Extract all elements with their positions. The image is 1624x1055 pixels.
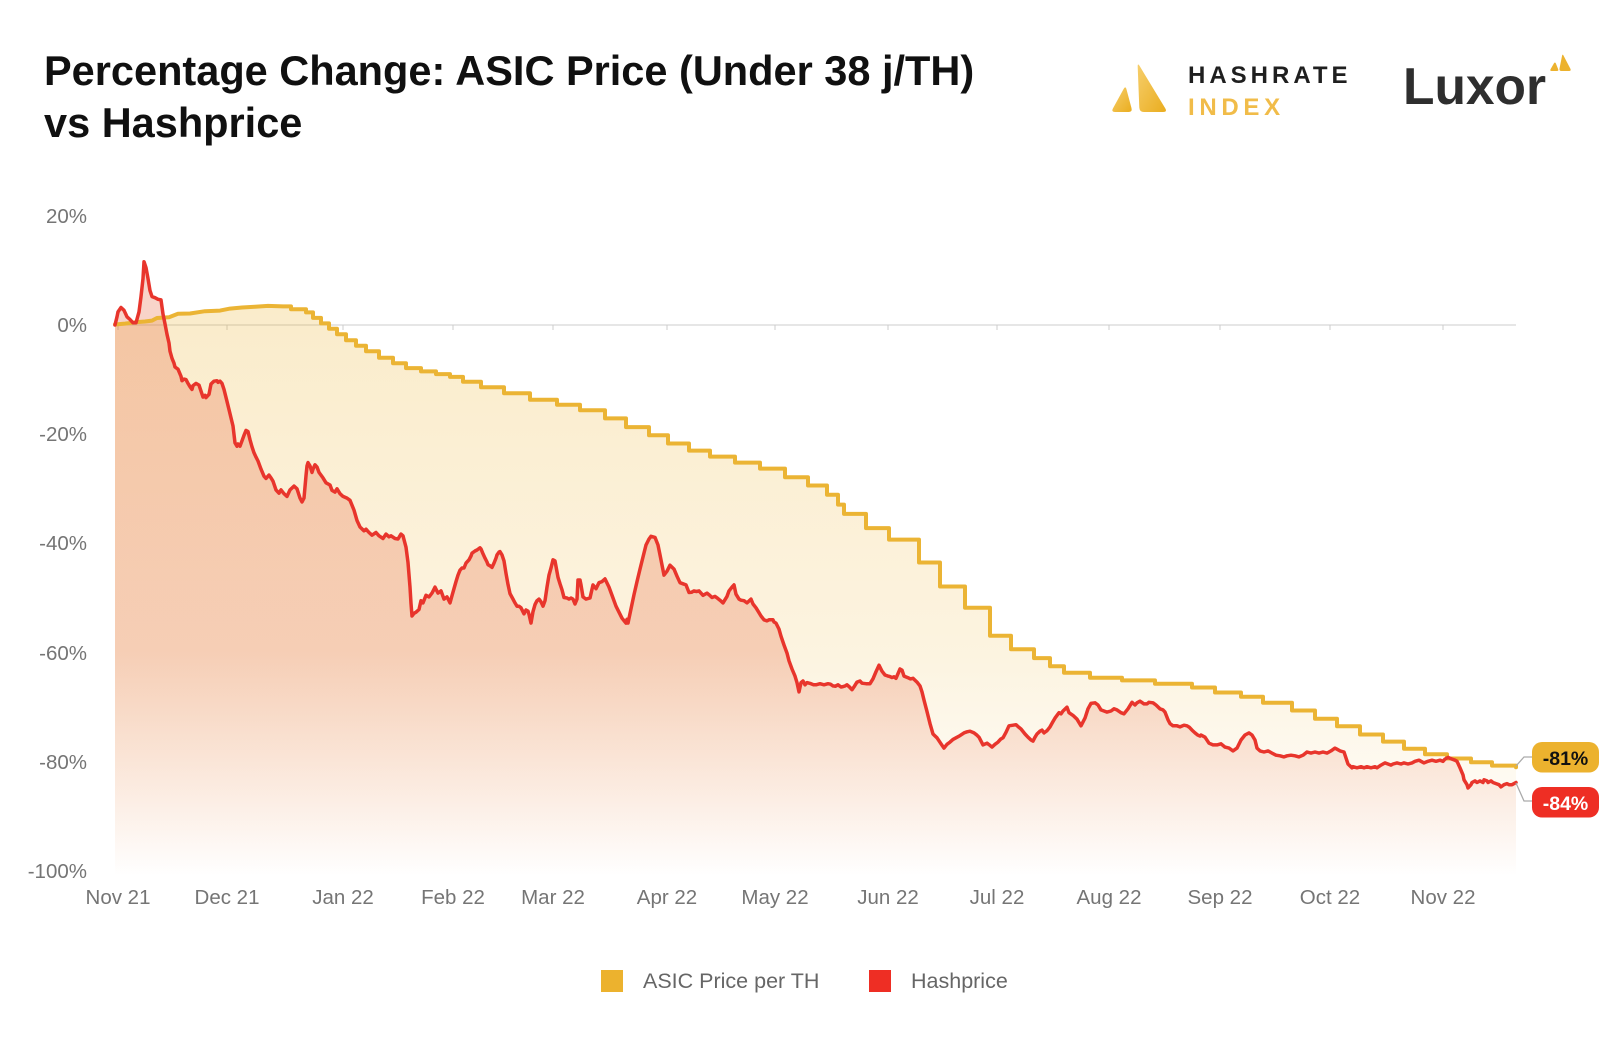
svg-text:-40%: -40% [39, 532, 87, 555]
svg-text:-80%: -80% [39, 751, 87, 774]
svg-text:HASHRATE: HASHRATE [1188, 62, 1352, 89]
svg-text:ASIC Price per TH: ASIC Price per TH [643, 969, 819, 993]
svg-text:-81%: -81% [1543, 748, 1589, 770]
svg-text:Luxor: Luxor [1403, 57, 1546, 115]
svg-text:Aug 22: Aug 22 [1077, 886, 1142, 909]
svg-text:May 22: May 22 [741, 886, 808, 909]
svg-text:0%: 0% [57, 314, 87, 337]
svg-text:Sep 22: Sep 22 [1188, 886, 1253, 909]
svg-text:-84%: -84% [1543, 793, 1589, 815]
svg-text:vs Hashprice: vs Hashprice [44, 99, 302, 146]
svg-text:Jan 22: Jan 22 [312, 886, 374, 909]
svg-text:Oct 22: Oct 22 [1300, 886, 1360, 909]
svg-text:Mar 22: Mar 22 [521, 886, 585, 909]
svg-text:Apr 22: Apr 22 [637, 886, 697, 909]
svg-text:Nov 21: Nov 21 [86, 886, 151, 909]
svg-text:20%: 20% [46, 205, 87, 228]
svg-text:Feb 22: Feb 22 [421, 886, 485, 909]
svg-text:Jun 22: Jun 22 [857, 886, 919, 909]
svg-text:Hashprice: Hashprice [911, 969, 1008, 993]
svg-text:-60%: -60% [39, 642, 87, 665]
svg-text:Jul 22: Jul 22 [970, 886, 1025, 909]
svg-text:Dec 21: Dec 21 [195, 886, 260, 909]
svg-text:-20%: -20% [39, 423, 87, 446]
svg-text:Nov 22: Nov 22 [1411, 886, 1476, 909]
svg-text:-100%: -100% [28, 860, 87, 883]
svg-text:Percentage Change: ASIC Price: Percentage Change: ASIC Price (Under 38 … [44, 47, 974, 94]
svg-text:INDEX: INDEX [1188, 94, 1285, 121]
